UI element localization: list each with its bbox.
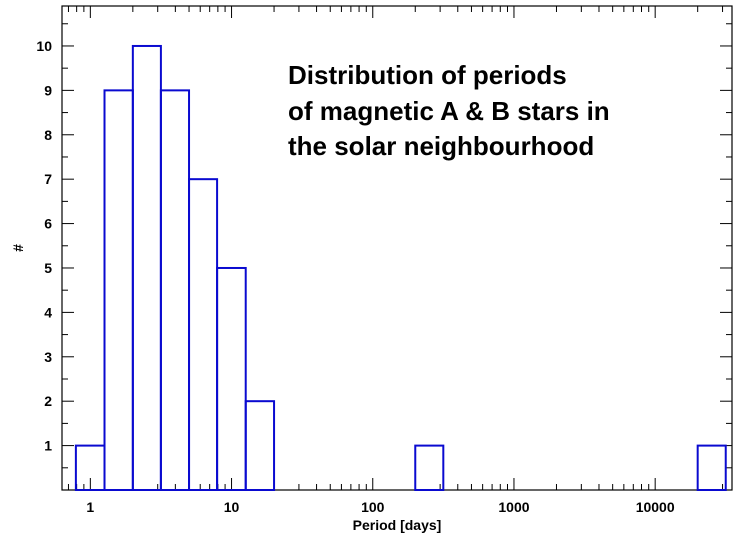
histogram-bars: [74, 44, 727, 492]
y-tick-label: 7: [44, 171, 52, 187]
histogram-bar: [103, 89, 134, 491]
y-tick-label: 6: [44, 216, 52, 232]
y-tick-label: 2: [44, 393, 52, 409]
x-tick-labels: 1 10 100 1000 10000: [86, 499, 674, 515]
histogram-bar: [159, 89, 191, 491]
y-tick-label: 3: [44, 349, 52, 365]
histogram-bar: [696, 444, 727, 492]
x-tick-label: 1: [86, 499, 94, 515]
axis-ticks: [62, 6, 732, 490]
y-tick-label: 10: [36, 38, 52, 54]
annotation-line-1: Distribution of periods: [288, 60, 567, 90]
x-tick-label: 100: [361, 499, 385, 515]
histogram-bar: [216, 266, 247, 491]
histogram-bar: [188, 178, 219, 491]
x-tick-label: 10: [224, 499, 240, 515]
annotation-line-2: of magnetic A & B stars in: [288, 96, 610, 126]
annotation-line-3: the solar neighbourhood: [288, 131, 594, 161]
x-tick-label: 10000: [636, 499, 675, 515]
plot-frame: [61, 5, 733, 491]
y-axis-title: #: [10, 244, 26, 252]
y-tick-label: 8: [44, 127, 52, 143]
y-tick-labels: 1 2 3 4 5 6 7 8 9 10: [36, 38, 52, 454]
y-tick-label: 5: [44, 260, 52, 276]
histogram-bar: [244, 400, 276, 491]
histogram-bar: [131, 44, 162, 491]
y-tick-label: 1: [44, 438, 52, 454]
y-tick-label: 4: [44, 304, 52, 320]
x-axis-title: Period [days]: [353, 517, 442, 533]
histogram-bar: [414, 444, 445, 492]
y-tick-label: 9: [44, 82, 52, 98]
x-tick-label: 1000: [498, 499, 529, 515]
